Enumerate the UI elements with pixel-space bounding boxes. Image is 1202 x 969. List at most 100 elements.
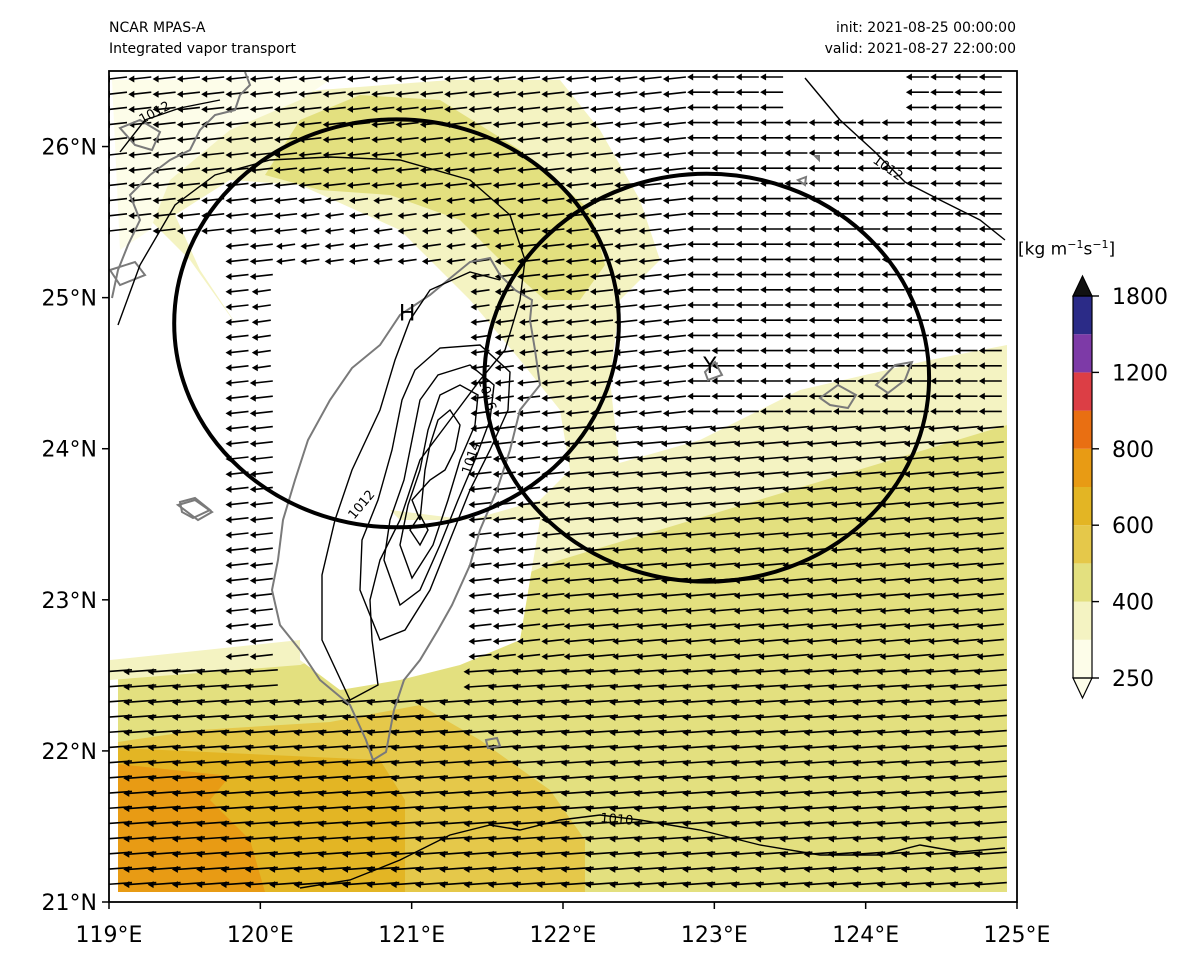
vector-arrowhead <box>633 865 640 873</box>
vector-arrowhead <box>905 149 912 157</box>
vector-arrowhead <box>220 865 227 873</box>
vector-arrowhead <box>366 881 373 889</box>
vector-arrow <box>497 425 516 430</box>
vector-arrowhead <box>492 75 499 83</box>
vector-arrowhead <box>905 377 912 385</box>
vector-arrow <box>376 121 395 126</box>
vector-arrow <box>426 243 442 247</box>
vector-arrowhead <box>147 729 154 737</box>
vector-arrow <box>568 577 591 582</box>
vector-arrowhead <box>176 90 183 98</box>
vector-arrowhead <box>517 425 524 433</box>
vector-arrow <box>667 121 686 126</box>
vector-arrow <box>617 517 640 521</box>
vector-arrowhead <box>857 210 864 218</box>
vector-arrowhead <box>536 789 543 797</box>
vector-arrow <box>619 243 638 247</box>
vector-arrow <box>619 289 638 293</box>
vector-arrowhead <box>244 805 251 813</box>
vector-arrow <box>787 577 810 582</box>
vector-arrow <box>714 653 737 658</box>
vector-arrowhead <box>662 379 669 387</box>
vector-arrowhead <box>711 134 718 142</box>
vector-arrow <box>133 152 152 156</box>
vector-arrowhead <box>517 166 524 174</box>
vector-arrow <box>908 577 931 582</box>
vector-arrowhead <box>662 136 669 144</box>
vector-arrowhead <box>349 257 355 265</box>
vector-arrow <box>641 608 664 612</box>
vector-arrowhead <box>201 136 208 144</box>
vector-arrowhead <box>470 333 477 341</box>
vector-arrow <box>206 121 225 126</box>
vector-arrow <box>957 441 980 445</box>
vector-arrow <box>254 243 273 247</box>
vector-arrowhead <box>730 698 737 706</box>
vector-arrowhead <box>274 90 281 98</box>
vector-arrowhead <box>349 227 355 235</box>
colorbar-extend-max <box>1072 274 1093 297</box>
vector-arrowhead <box>735 73 742 81</box>
vector-arrowhead <box>682 683 689 691</box>
vector-arrowhead <box>638 349 645 357</box>
vector-arrow <box>279 182 298 187</box>
vector-arrow <box>594 273 614 278</box>
vector-arrowhead <box>657 805 664 813</box>
vector-arrowhead <box>730 865 737 873</box>
vector-arrowhead <box>123 805 130 813</box>
vector-arrow <box>978 805 1007 810</box>
vector-arrow <box>594 106 614 111</box>
vector-arrow <box>351 152 371 156</box>
vector-arrow <box>619 76 638 80</box>
vector-arrowhead <box>900 881 907 889</box>
vector-arrowhead <box>711 331 718 339</box>
vector-arrow <box>254 213 273 217</box>
vector-arrow <box>206 167 225 171</box>
ryukyu-islands <box>703 155 914 410</box>
vector-arrowhead <box>760 347 767 355</box>
vector-arrowhead <box>978 119 985 127</box>
vector-arrow <box>329 197 344 202</box>
vector-arrowhead <box>706 698 713 706</box>
vector-arrowhead <box>903 577 910 585</box>
vector-arrowhead <box>806 592 813 600</box>
vector-arrowhead <box>806 440 813 448</box>
vector-arrow <box>570 91 589 95</box>
vector-arrowhead <box>220 881 227 889</box>
vector-arrowhead <box>660 485 667 493</box>
vector-arrowhead <box>954 362 961 370</box>
vector-arrowhead <box>123 820 130 828</box>
vector-arrowhead <box>803 668 810 676</box>
vector-arrowhead <box>563 592 570 600</box>
vector-arrowhead <box>492 531 499 539</box>
vector-arrowhead <box>565 166 572 174</box>
vector-arrowhead <box>808 407 815 415</box>
vector-arrowhead <box>755 698 762 706</box>
vector-arrowhead <box>682 698 689 706</box>
vector-arrowhead <box>735 195 742 203</box>
vector-arrowhead <box>660 607 667 615</box>
vector-arrowhead <box>954 407 961 415</box>
vector-arrowhead <box>925 683 932 691</box>
vector-arrowhead <box>706 881 713 889</box>
vector-arrowhead <box>123 774 130 782</box>
storm-center-label: Y <box>702 354 717 379</box>
vector-arrowhead <box>612 425 619 433</box>
vector-arrowhead <box>973 835 980 843</box>
vector-arrow <box>522 76 541 80</box>
vector-arrow <box>497 228 516 232</box>
vector-arrowhead <box>852 698 859 706</box>
vector-arrowhead <box>225 90 232 98</box>
vector-arrow <box>473 456 492 460</box>
vector-arrowhead <box>128 166 135 174</box>
vector-arrow <box>402 197 417 202</box>
valid-time: valid: 2021-08-27 22:00:00 <box>824 41 1016 57</box>
vector-arrowhead <box>468 90 475 98</box>
vector-arrowhead <box>541 121 548 129</box>
vector-arrow <box>279 121 298 126</box>
vector-arrowhead <box>852 881 859 889</box>
vector-arrowhead <box>560 789 567 797</box>
vector-arrowhead <box>949 683 956 691</box>
vector-arrowhead <box>930 407 937 415</box>
vector-arrowhead <box>342 835 348 843</box>
